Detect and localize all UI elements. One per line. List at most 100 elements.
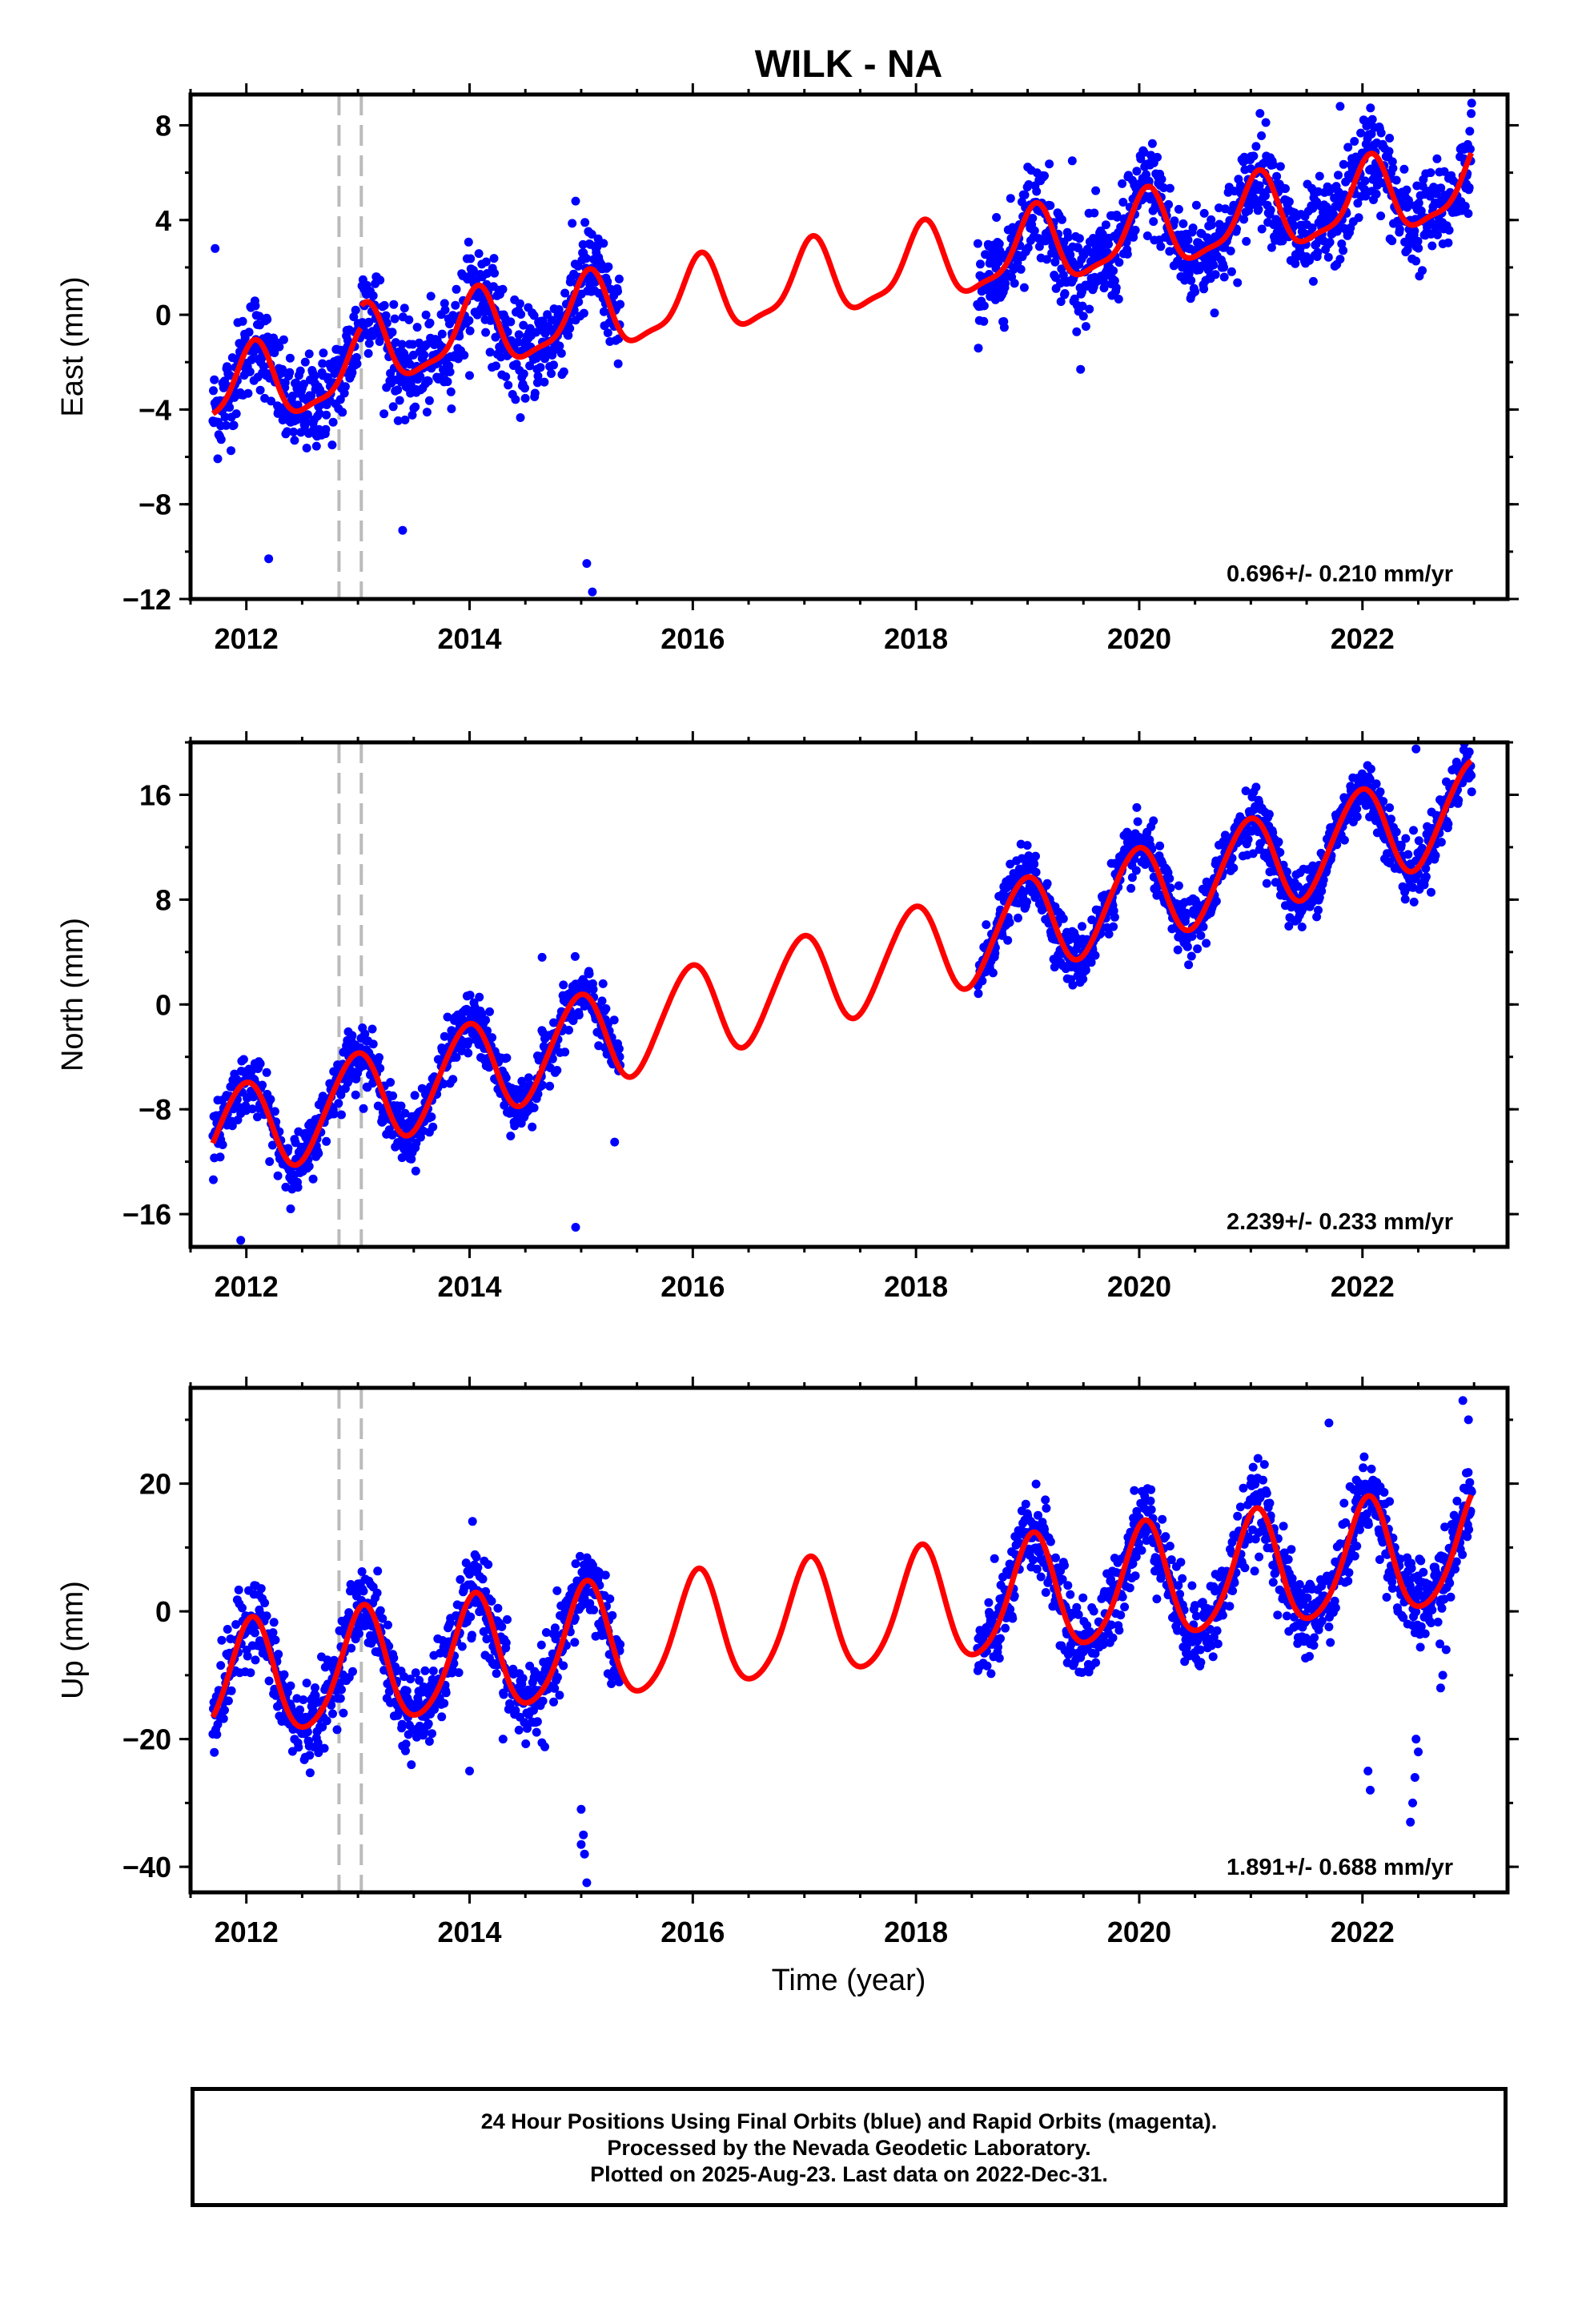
data-point [552,1066,562,1075]
data-point [1060,1561,1069,1570]
data-point [604,262,613,271]
data-point [536,363,545,372]
data-point [1132,167,1142,176]
data-point [601,1004,611,1013]
outlier-point [537,952,547,962]
data-point [396,1101,406,1111]
data-point [302,444,311,452]
data-point [614,274,624,283]
data-point [1188,223,1198,233]
data-point [559,367,568,376]
data-point [246,1668,255,1678]
data-point [1202,939,1211,948]
data-point [1111,283,1121,292]
data-point [1066,250,1075,259]
data-point [1130,225,1140,235]
data-point [538,316,548,326]
data-point [1339,159,1348,169]
data-point [274,1650,283,1659]
data-point [1308,276,1318,286]
data-point [1339,835,1349,845]
data-point [1165,183,1174,193]
data-point [520,393,530,403]
data-point [574,297,584,307]
data-point [1020,190,1030,199]
data-point [271,1635,280,1645]
data-point [1196,931,1206,940]
data-point [1022,897,1031,907]
data-point [992,213,1002,222]
data-point [1170,216,1179,226]
data-point [1411,256,1421,266]
data-point [1388,163,1398,173]
data-point [1046,201,1055,211]
data-point [460,351,469,360]
data-point [291,415,301,424]
data-point [492,361,500,371]
data-point [1114,295,1123,304]
data-point [1149,217,1158,227]
data-point [1010,279,1019,288]
data-point [445,320,454,328]
data-point [244,328,254,337]
data-point [328,1709,337,1719]
data-point [1142,231,1152,240]
data-point [468,1517,477,1526]
data-point [1229,863,1239,873]
data-point [286,1204,295,1213]
data-point [1019,283,1029,292]
data-point [481,1015,491,1025]
data-point [250,1628,259,1638]
data-point [568,219,577,228]
data-point [518,1674,528,1683]
data-point [283,1144,293,1153]
data-point [1157,175,1166,184]
x-tick-label: 2018 [884,1270,948,1303]
data-point [411,402,420,412]
x-tick-label: 2018 [884,622,948,655]
data-point [308,1174,318,1184]
data-point [1335,255,1345,264]
data-point [1402,185,1411,195]
data-point [348,1667,357,1676]
data-point [605,1594,615,1603]
data-point [263,315,272,324]
y-tick-label: −12 [122,583,171,616]
data-point [1040,171,1049,180]
data-point [1254,205,1263,214]
data-point [570,951,580,961]
data-point [988,968,998,978]
data-point [446,387,456,396]
data-point [443,377,452,387]
data-point [1226,246,1235,255]
data-point [974,344,983,353]
y-tick-label: 8 [155,109,171,142]
data-point [529,311,539,320]
data-point [1360,176,1370,186]
data-point [375,275,385,285]
data-point [613,359,623,368]
data-point [440,1031,449,1041]
data-point [1334,171,1343,180]
data-point [279,1670,289,1679]
data-point [1337,239,1347,248]
data-point [1110,276,1119,286]
x-tick-label: 2020 [1107,1270,1171,1303]
data-point [1443,819,1453,829]
data-point [364,317,374,327]
data-point [243,388,253,398]
data-point [258,1080,267,1090]
data-point [327,440,337,450]
data-point [424,1719,433,1728]
data-point [448,1075,458,1084]
data-point [375,1053,383,1062]
data-point [565,324,575,333]
data-point [359,1104,368,1113]
data-point [487,1596,496,1606]
data-point [1325,238,1335,247]
data-point [1122,249,1132,259]
data-point [1131,866,1141,875]
data-point [462,1004,472,1014]
data-point [1400,895,1410,904]
